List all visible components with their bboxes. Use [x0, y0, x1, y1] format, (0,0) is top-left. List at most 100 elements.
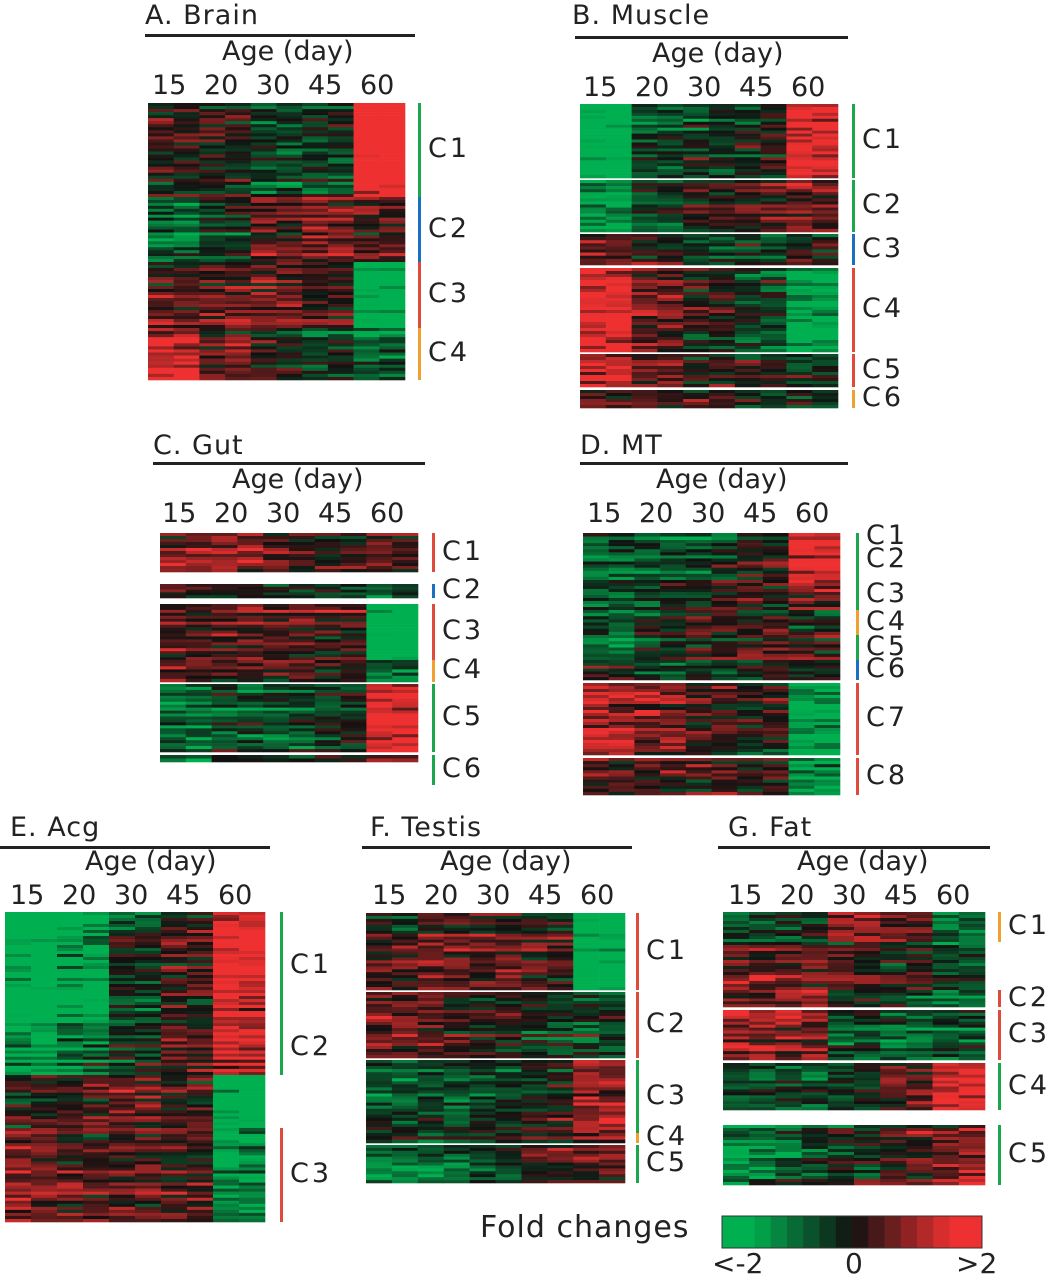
heatmap-cell	[314, 657, 341, 661]
heatmap-cell	[657, 225, 684, 230]
heatmap-cell	[109, 1053, 136, 1057]
heatmap-cell	[239, 1152, 266, 1156]
heatmap-cell	[5, 927, 32, 931]
cluster-bar	[280, 1020, 283, 1075]
heatmap-cell	[213, 1059, 240, 1064]
heatmap-cell	[762, 613, 789, 617]
heatmap-cell	[657, 213, 684, 218]
heatmap-cell	[631, 393, 658, 397]
heatmap-cell	[685, 533, 712, 537]
heatmap-cell	[786, 271, 813, 275]
heatmap-cell	[327, 355, 354, 359]
heatmap-cell	[148, 337, 174, 341]
heatmap-cell	[225, 112, 252, 116]
heatmap-cell	[289, 630, 316, 634]
heatmap-cell	[239, 1005, 266, 1009]
heatmap-cell	[573, 984, 600, 988]
heatmap-cell	[443, 1034, 470, 1038]
heatmap-cell	[31, 1080, 58, 1085]
heatmap-cell	[521, 1007, 548, 1011]
heatmap-cell	[379, 259, 406, 263]
heatmap-cell	[185, 669, 212, 673]
heatmap-cell	[583, 613, 609, 617]
heatmap-cell	[608, 573, 635, 578]
heatmap-cell	[631, 322, 658, 326]
panel-title: D. MT	[580, 430, 663, 461]
heatmap-cell	[737, 773, 764, 777]
heatmap-cell	[213, 927, 240, 931]
heatmap-cell	[199, 115, 226, 119]
heatmap-cell	[634, 740, 661, 744]
heatmap-cell	[786, 405, 813, 409]
heatmap-cell	[634, 540, 661, 544]
heatmap-cell	[786, 378, 813, 382]
heatmap-cell	[391, 960, 419, 964]
heatmap-cell	[199, 277, 226, 281]
heatmap-cell	[812, 372, 839, 376]
heatmap-cell	[187, 1110, 214, 1114]
heatmap-cell	[711, 656, 738, 661]
heatmap-cell	[605, 222, 632, 227]
heatmap-cell	[788, 788, 815, 793]
heatmap-cell	[161, 957, 188, 961]
heatmap-cell	[160, 669, 187, 673]
heatmap-cell	[580, 369, 607, 373]
heatmap-cell	[685, 740, 712, 744]
heatmap-cell	[608, 722, 635, 726]
heatmap-cell	[161, 1008, 188, 1012]
heatmap-cell	[57, 1164, 84, 1168]
heatmap-cell	[57, 1080, 84, 1085]
heatmap-cell	[237, 627, 264, 631]
heatmap-cell	[83, 954, 110, 958]
heatmap-cell	[161, 1170, 188, 1174]
heatmap-cell	[580, 246, 607, 250]
heatmap-cell	[580, 261, 607, 266]
heatmap-cell	[608, 677, 635, 681]
heatmap-cell	[109, 1158, 136, 1162]
heatmap-cell	[814, 619, 841, 623]
heatmap-cell	[225, 121, 252, 125]
heatmap-cell	[379, 346, 406, 350]
heatmap-cell	[737, 692, 764, 696]
heatmap-cell	[250, 154, 277, 158]
heatmap-cell	[366, 624, 393, 628]
heatmap-cell	[631, 304, 658, 308]
heatmap-cell	[469, 951, 496, 955]
heatmap-cell	[160, 689, 187, 694]
heatmap-cell	[31, 987, 58, 991]
heatmap-cell	[547, 1010, 574, 1014]
heatmap-cell	[573, 918, 600, 923]
heatmap-cell	[83, 990, 110, 994]
heatmap-cell	[392, 606, 419, 611]
heatmap-cell	[213, 1164, 240, 1168]
heatmap-cell	[685, 665, 712, 669]
heatmap-cell	[709, 109, 736, 114]
heatmap-cell	[148, 136, 174, 140]
heatmap-cell	[709, 268, 736, 272]
heatmap-cell	[327, 271, 354, 275]
heatmap-cell	[237, 595, 264, 599]
heatmap-cell	[340, 672, 367, 677]
heatmap-D	[583, 533, 841, 796]
heatmap-cell	[762, 625, 789, 630]
heatmap-cell	[521, 948, 548, 952]
heatmap-cell	[109, 1194, 136, 1199]
heatmap-cell	[812, 271, 839, 275]
heatmap-cell	[709, 148, 736, 152]
heatmap-cell	[289, 651, 316, 655]
heatmap-cell	[814, 592, 841, 596]
heatmap-cell	[199, 199, 226, 204]
heatmap-cell	[161, 1095, 188, 1099]
heatmap-cell	[812, 277, 839, 281]
heatmap-cell	[302, 325, 329, 329]
heatmap-cell	[786, 169, 813, 173]
heatmap-cell	[366, 675, 393, 680]
heatmap-cell	[788, 779, 815, 783]
heatmap-cell	[812, 354, 839, 358]
heatmap-cell	[327, 220, 354, 224]
heatmap-cell	[762, 677, 789, 681]
heatmap-cell	[683, 204, 710, 208]
heatmap-cell	[109, 1149, 136, 1153]
heatmap-cell	[213, 978, 240, 982]
heatmap-cell	[225, 265, 252, 269]
